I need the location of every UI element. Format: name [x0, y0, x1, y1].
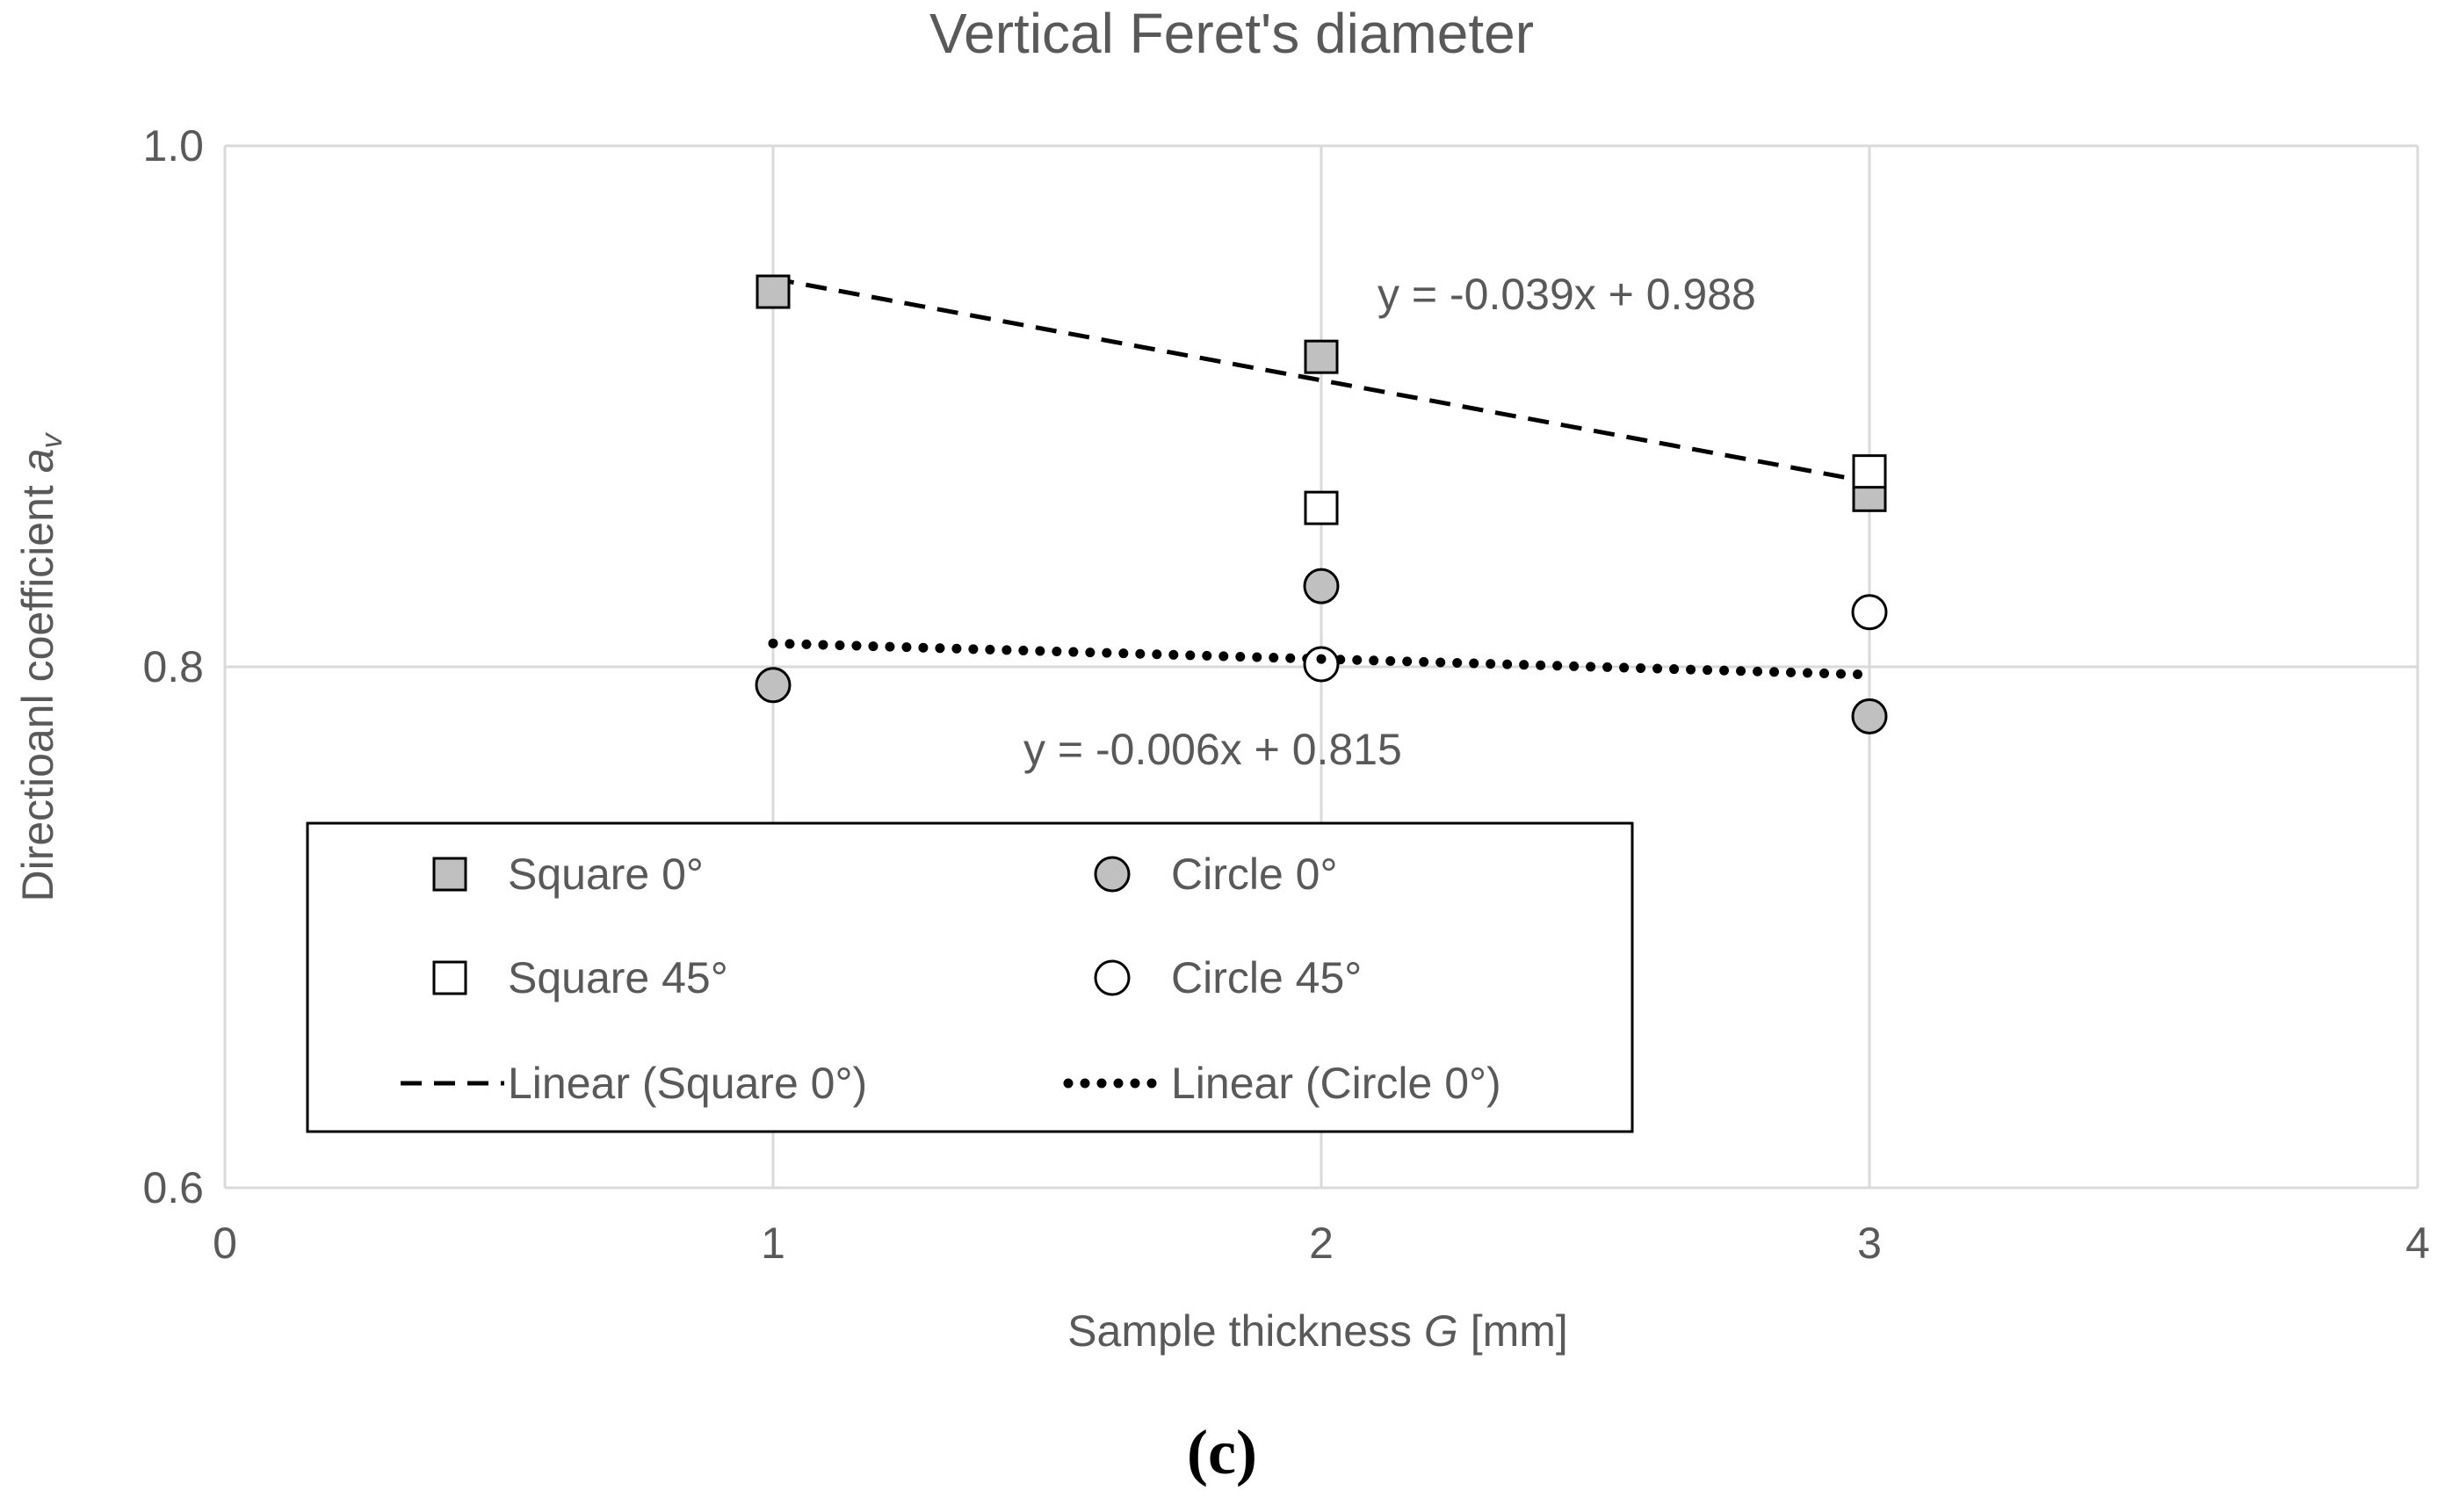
- circle-marker: [1851, 594, 1888, 631]
- y-tick-label: 0.8: [142, 642, 204, 691]
- scatter-chart-svg: Vertical Feret's diameter 0.6 0.8 1.0 0 1 2 3…: [13, 2, 2430, 1356]
- circle-marker: [1303, 568, 1340, 604]
- trendline: [772, 276, 1870, 484]
- x-axis-title-prefix: Sample thickness: [1067, 1306, 1424, 1356]
- circle-marker: [1851, 698, 1888, 734]
- legend-circle-swatch: [1094, 856, 1131, 893]
- circle-marker: [1303, 646, 1340, 683]
- legend: Square 0° Circle 0° Square 45° Circle 45° Li…: [306, 821, 1634, 1133]
- square-marker: [1852, 454, 1887, 489]
- trendline-equations: y = -0.039x + 0.988 y = -0.006x + 0.815: [1023, 270, 1756, 774]
- trendline-equation: y = -0.039x + 0.988: [1377, 270, 1756, 319]
- x-tick-label: 1: [761, 1219, 785, 1268]
- data-points: [755, 274, 1888, 734]
- x-tick-label: 2: [1309, 1219, 1334, 1268]
- x-axis-ticks: 0 1 2 3 4: [213, 1219, 2430, 1268]
- x-axis-title-variable: G: [1424, 1306, 1458, 1356]
- legend-square-swatch: [432, 960, 467, 995]
- y-tick-label: 0.6: [142, 1163, 204, 1212]
- y-axis-title-subscript: v: [35, 431, 69, 448]
- legend-label: Linear (Square 0°): [508, 1059, 867, 1108]
- y-tick-label: 1.0: [142, 121, 204, 170]
- trendline-equation: y = -0.006x + 0.815: [1023, 725, 1402, 774]
- x-axis-title: Sample thickness G [mm]: [1067, 1306, 1568, 1356]
- square-marker: [1304, 490, 1339, 525]
- y-axis-title-prefix: Directioanl coefficient: [13, 473, 62, 901]
- square-marker: [756, 274, 791, 309]
- legend-circle-swatch: [1094, 959, 1131, 996]
- x-tick-label: 4: [2405, 1219, 2430, 1268]
- y-axis-ticks: 0.6 0.8 1.0: [142, 121, 204, 1212]
- y-axis-title: Directioanl coefficient av: [13, 431, 69, 901]
- panel-label: (c): [1187, 1417, 1257, 1487]
- trendline-dot: [1316, 654, 1327, 664]
- y-axis-title-variable: a: [13, 448, 62, 473]
- legend-label: Square 45°: [508, 953, 728, 1002]
- circle-marker: [755, 667, 792, 704]
- square-marker: [1304, 339, 1339, 374]
- legend-label: Circle 0°: [1171, 850, 1337, 899]
- x-tick-label: 3: [1857, 1219, 1882, 1268]
- chart-title: Vertical Feret's diameter: [929, 2, 1534, 65]
- legend-label: Square 0°: [508, 850, 704, 899]
- legend-box: [306, 821, 1634, 1133]
- x-tick-label: 0: [213, 1219, 237, 1268]
- legend-label: Linear (Circle 0°): [1171, 1059, 1501, 1108]
- x-axis-title-unit: [mm]: [1458, 1306, 1568, 1356]
- legend-label: Circle 45°: [1171, 953, 1362, 1002]
- legend-square-swatch: [432, 857, 467, 892]
